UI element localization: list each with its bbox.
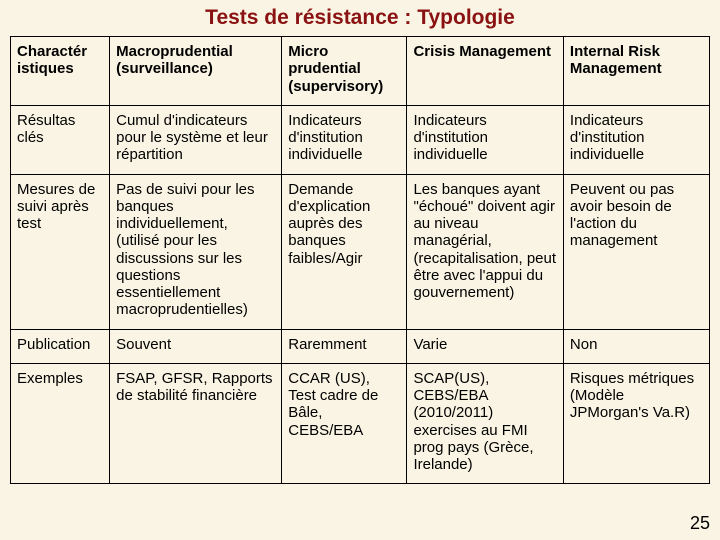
slide-number: 25	[690, 513, 710, 534]
cell-row-label: Publication	[11, 329, 110, 363]
cell: Indicateurs d'institution individuelle	[282, 105, 407, 174]
cell: Non	[563, 329, 709, 363]
cell: Les banques ayant "échoué" doivent agir …	[407, 174, 563, 329]
header-characteristics: Charactér istiques	[11, 37, 110, 106]
cell: Risques métriques (Modèle JPMorgan's Va.…	[563, 363, 709, 484]
table-row: Résultas clés Cumul d'indicateurs pour l…	[11, 105, 710, 174]
header-microprudential: Micro prudential (supervisory)	[282, 37, 407, 106]
table-row: Publication Souvent Raremment Varie Non	[11, 329, 710, 363]
cell: Pas de suivi pour les banques individuel…	[110, 174, 282, 329]
cell: Indicateurs d'institution individuelle	[563, 105, 709, 174]
cell: Varie	[407, 329, 563, 363]
cell: CCAR (US), Test cadre de Bâle, CEBS/EBA	[282, 363, 407, 484]
cell: Souvent	[110, 329, 282, 363]
header-internal-risk: Internal Risk Management	[563, 37, 709, 106]
table-row: Exemples FSAP, GFSR, Rapports de stabili…	[11, 363, 710, 484]
header-macroprudential: Macroprudential (surveillance)	[110, 37, 282, 106]
cell-row-label: Exemples	[11, 363, 110, 484]
cell: SCAP(US), CEBS/EBA (2010/2011) exercises…	[407, 363, 563, 484]
cell: Demande d'explication auprès des banques…	[282, 174, 407, 329]
header-crisis-management: Crisis Management	[407, 37, 563, 106]
table-row: Mesures de suivi après test Pas de suivi…	[11, 174, 710, 329]
table-header-row: Charactér istiques Macroprudential (surv…	[11, 37, 710, 106]
cell: Peuvent ou pas avoir besoin de l'action …	[563, 174, 709, 329]
typology-table: Charactér istiques Macroprudential (surv…	[10, 36, 710, 484]
cell: FSAP, GFSR, Rapports de stabilité financ…	[110, 363, 282, 484]
slide-title: Tests de résistance : Typologie	[0, 0, 720, 36]
cell-row-label: Résultas clés	[11, 105, 110, 174]
cell: Cumul d'indicateurs pour le système et l…	[110, 105, 282, 174]
cell: Raremment	[282, 329, 407, 363]
cell: Indicateurs d'institution individuelle	[407, 105, 563, 174]
cell-row-label: Mesures de suivi après test	[11, 174, 110, 329]
